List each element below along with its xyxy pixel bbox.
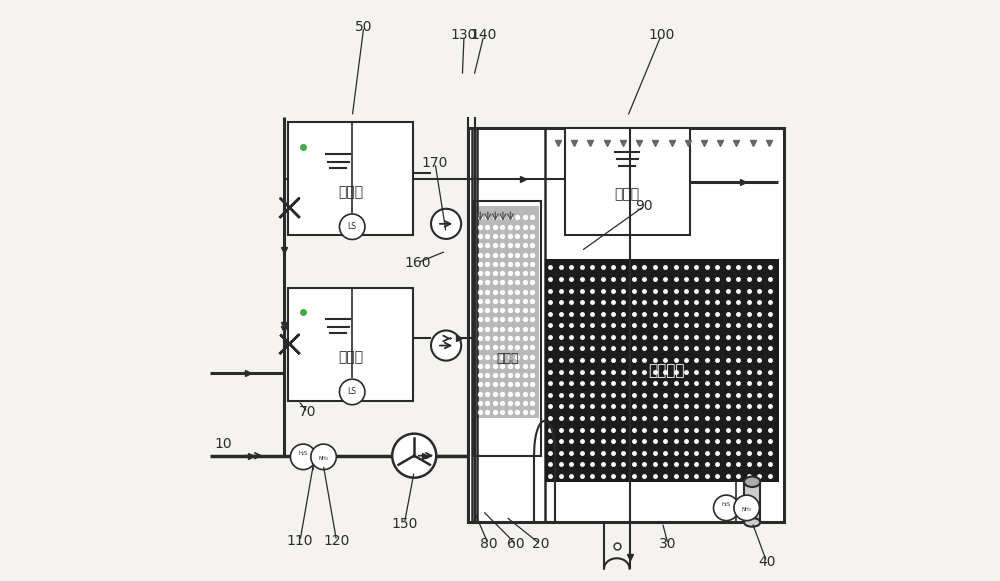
Text: 140: 140 — [471, 28, 497, 42]
Text: 集水井: 集水井 — [338, 185, 363, 199]
Bar — [565, 128, 690, 235]
Text: NH₃: NH₃ — [742, 507, 752, 512]
Text: 水封井: 水封井 — [615, 188, 640, 202]
Text: 90: 90 — [635, 199, 653, 213]
Text: 20: 20 — [532, 537, 549, 551]
Text: 80: 80 — [480, 537, 497, 551]
Circle shape — [311, 444, 336, 469]
Circle shape — [339, 214, 365, 239]
Circle shape — [290, 444, 316, 469]
Bar — [474, 200, 541, 456]
Circle shape — [714, 495, 739, 521]
Text: NH₃: NH₃ — [319, 456, 329, 461]
Text: 储水箱: 储水箱 — [338, 351, 363, 365]
Bar — [545, 259, 779, 482]
Circle shape — [431, 209, 461, 239]
Circle shape — [339, 379, 365, 405]
Text: H₂S: H₂S — [299, 451, 308, 457]
Bar — [288, 288, 413, 401]
Text: 预洗池: 预洗池 — [496, 352, 518, 365]
Text: H₂S: H₂S — [722, 503, 731, 507]
Text: 50: 50 — [355, 20, 373, 34]
Text: 150: 150 — [391, 517, 418, 530]
Bar — [476, 206, 539, 418]
Bar — [288, 123, 413, 235]
Text: 40: 40 — [758, 555, 775, 569]
Circle shape — [431, 331, 461, 361]
Ellipse shape — [744, 476, 760, 487]
Text: 160: 160 — [404, 256, 431, 270]
Text: LS: LS — [348, 223, 357, 231]
Text: 70: 70 — [299, 405, 316, 419]
Text: 130: 130 — [451, 28, 477, 42]
Bar — [744, 482, 760, 522]
Circle shape — [392, 433, 436, 478]
Bar — [468, 128, 784, 522]
Text: 110: 110 — [287, 534, 313, 548]
Text: 10: 10 — [214, 437, 232, 451]
Text: 生物滤池: 生物滤池 — [648, 363, 685, 378]
Text: 30: 30 — [659, 537, 677, 551]
Text: LS: LS — [348, 388, 357, 396]
Text: 100: 100 — [648, 28, 674, 42]
Text: 120: 120 — [323, 534, 350, 548]
Text: 60: 60 — [507, 537, 525, 551]
Text: 170: 170 — [422, 156, 448, 170]
Circle shape — [734, 495, 759, 521]
Ellipse shape — [744, 518, 760, 527]
